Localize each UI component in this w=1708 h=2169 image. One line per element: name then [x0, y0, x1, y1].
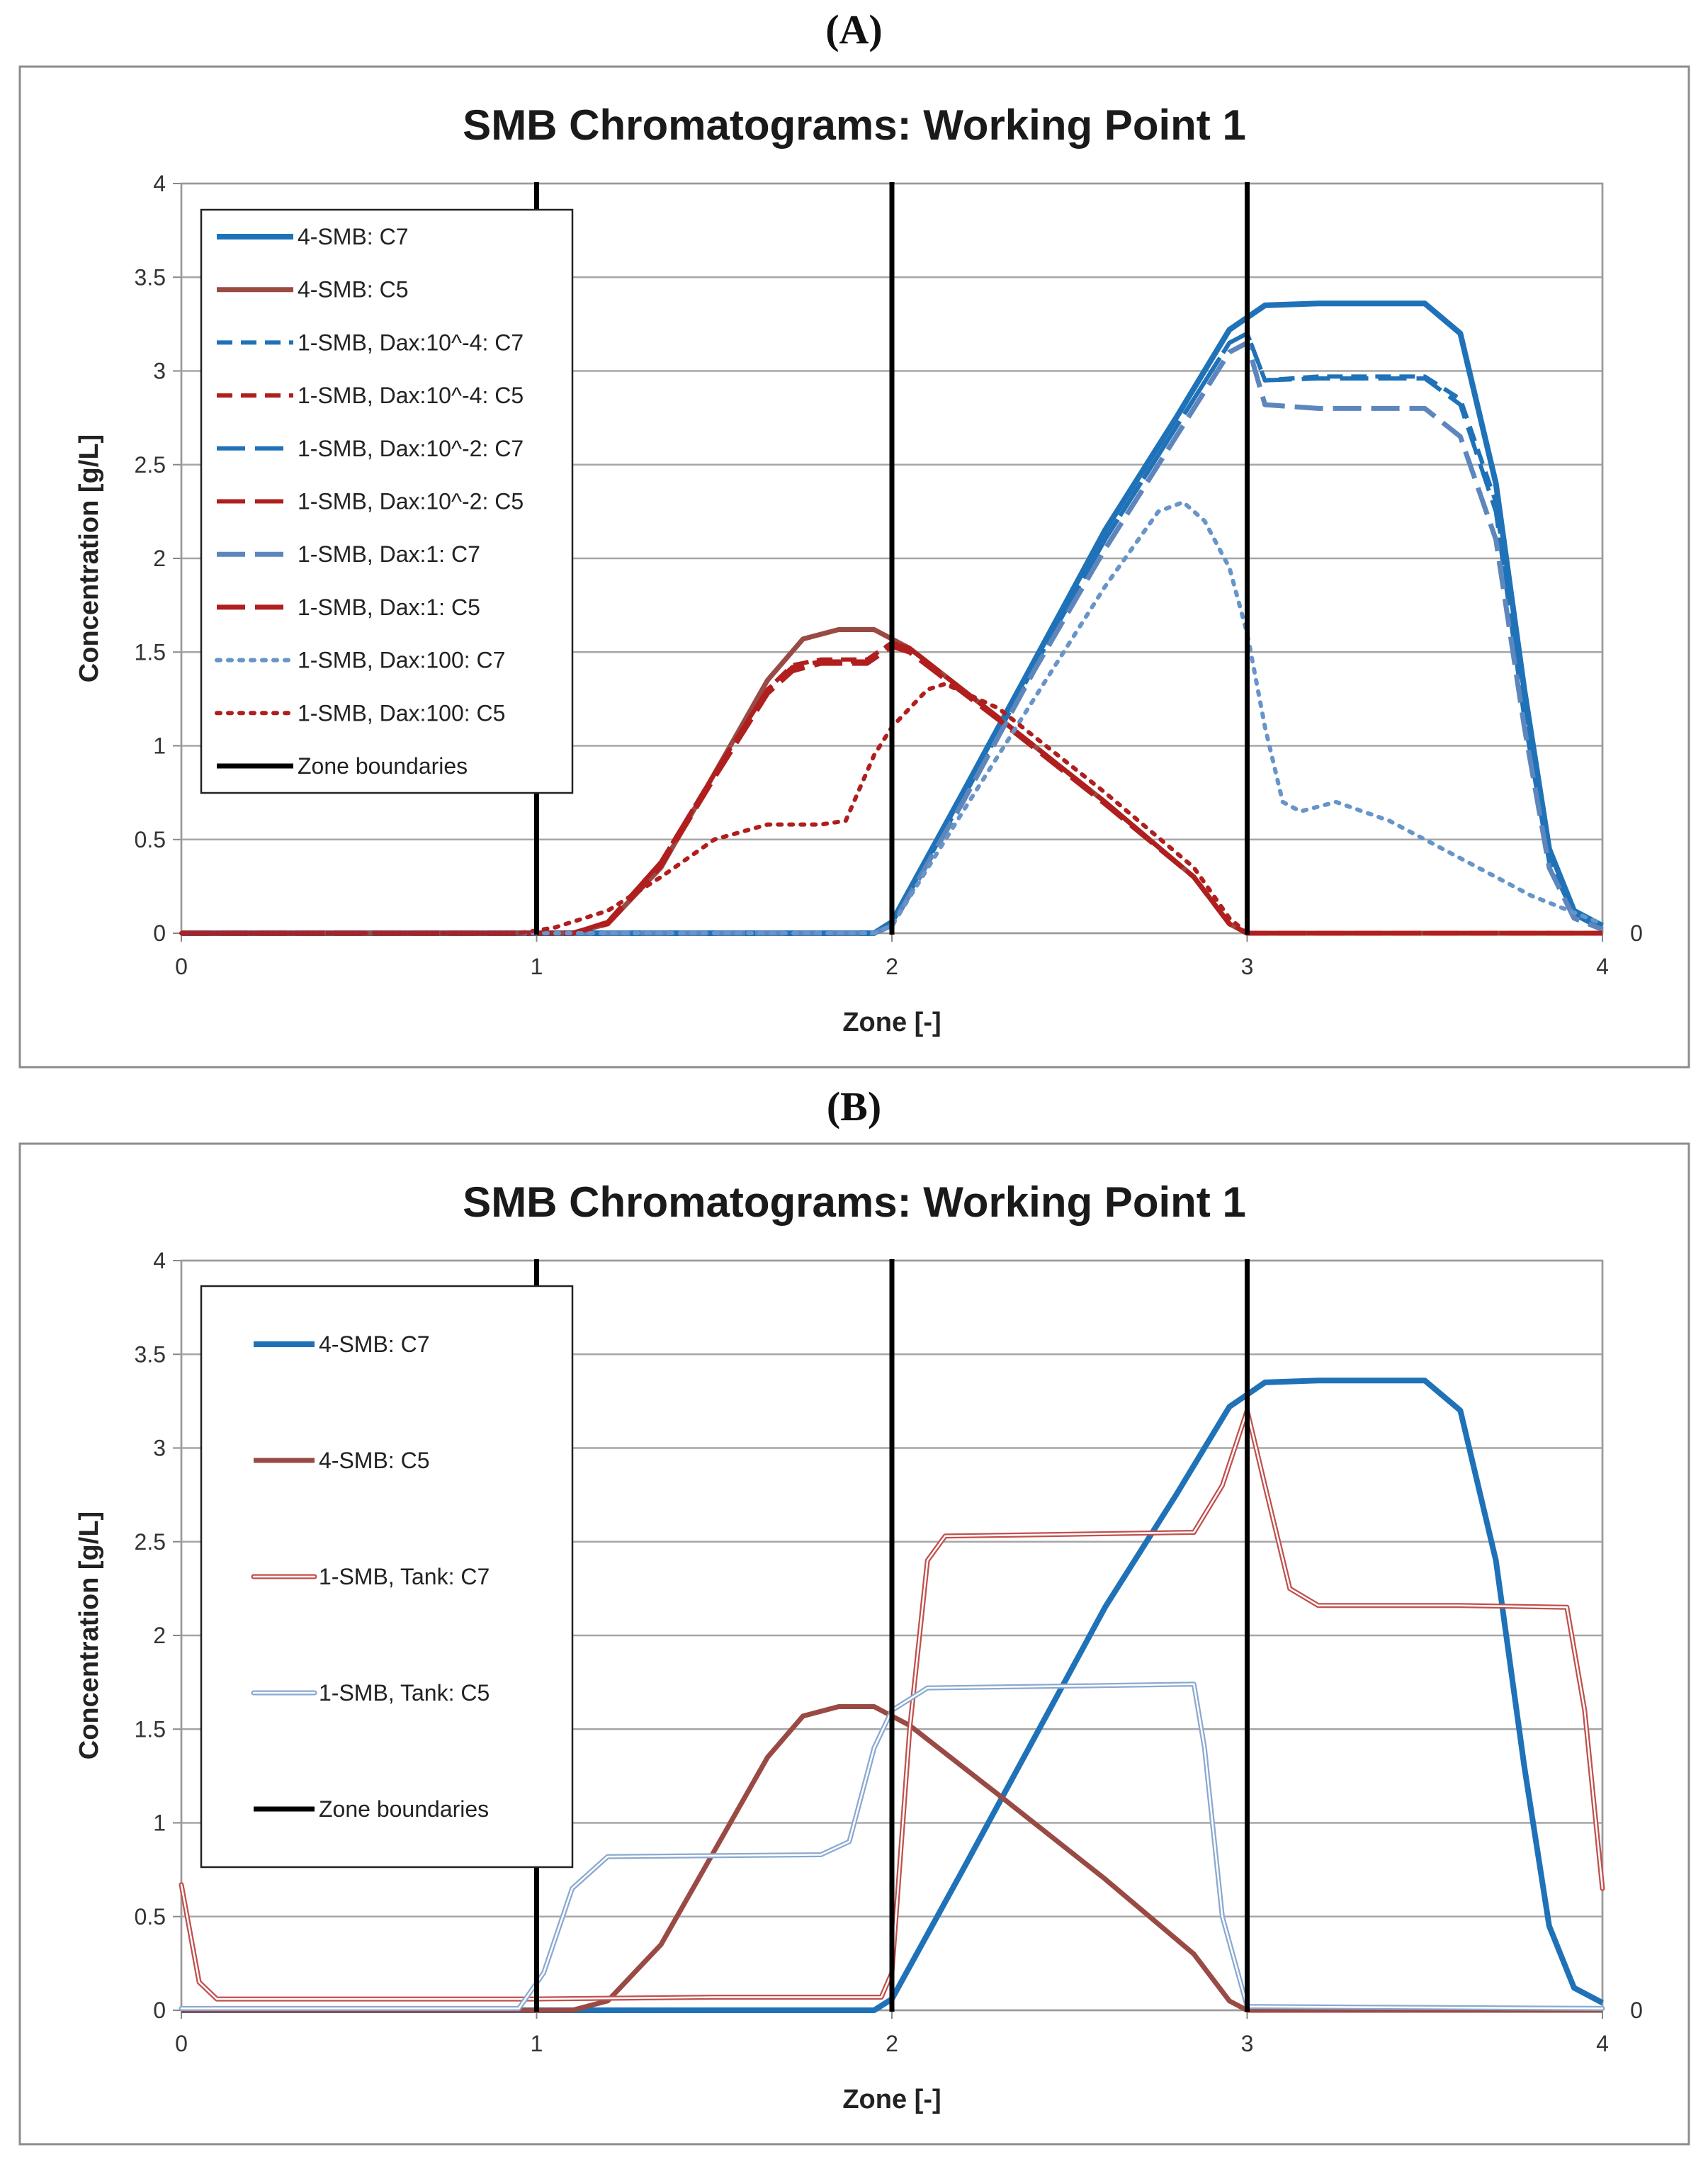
x-tick-label: 3 — [1241, 2031, 1254, 2056]
x-tick-label: 2 — [886, 2031, 898, 2056]
legend-label-4: 1-SMB, Dax:10^-2: C7 — [298, 436, 524, 461]
legend-label-8: 1-SMB, Dax:100: C7 — [298, 648, 505, 673]
y-tick-label: 4 — [153, 171, 166, 196]
series-line-2-inner — [180, 1409, 1604, 2000]
legend: 4-SMB: C7 4-SMB: C5 1-SMB, Tank: C7 1-SMB, … — [200, 1285, 574, 1869]
y-tick-label: 1 — [153, 733, 166, 759]
y-axis-title: Concentration [g/L] — [74, 434, 104, 682]
series-line-8 — [179, 500, 1605, 935]
legend-label-9: 1-SMB, Dax:100: C5 — [298, 700, 505, 726]
x-tick-label: 3 — [1241, 954, 1254, 979]
legend-label-1: 4-SMB: C5 — [298, 277, 408, 303]
series-group — [179, 1378, 1605, 2013]
legend-label-7: 1-SMB, Dax:1: C5 — [298, 595, 480, 620]
x-axis-title: Zone [-] — [842, 1008, 941, 1037]
y-tick-label: 1 — [153, 1810, 166, 1836]
series-line-0 — [181, 300, 1604, 936]
y-tick-label: 3 — [153, 359, 166, 384]
chart-a: SMB Chromatograms: Working Point 1 0 0.5 1 1… — [18, 65, 1690, 1069]
y-tick-label: 4 — [153, 1248, 166, 1273]
y-tick-label: 2 — [153, 546, 166, 571]
y-tick-label: 3.5 — [135, 1341, 166, 1367]
y-tick-label: 3 — [153, 1436, 166, 1461]
panel-label-b: (B) — [826, 1083, 882, 1129]
legend-label-6: 1-SMB, Dax:1: C7 — [298, 541, 480, 567]
series-line-0 — [181, 1378, 1604, 2013]
chart-title: SMB Chromatograms: Working Point 1 — [463, 101, 1246, 149]
x-tick-label: 2 — [886, 954, 898, 979]
legend-label-2: 1-SMB, Dax:10^-4: C7 — [298, 329, 524, 355]
panel-label-a: (A) — [825, 6, 883, 52]
y-tick-label: 2.5 — [135, 1529, 166, 1555]
series-line-4 — [181, 331, 1604, 935]
legend-label-10: Zone boundaries — [298, 753, 468, 779]
x-tick-label: 4 — [1596, 954, 1609, 979]
legend-label-2: 1-SMB, Tank: C7 — [319, 1564, 490, 1589]
legend-label-4: Zone boundaries — [319, 1796, 489, 1822]
secondary-axis-label: 0 — [1630, 1998, 1643, 2023]
y-tick-label: 3.5 — [135, 264, 166, 290]
series-line-9 — [179, 682, 1605, 935]
x-tick-label: 0 — [175, 2031, 188, 2056]
legend-label-1: 4-SMB: C5 — [319, 1448, 429, 1473]
chart-b: SMB Chromatograms: Working Point 1 0 0.5 1 1… — [18, 1142, 1690, 2146]
secondary-axis-label: 0 — [1630, 920, 1643, 946]
y-tick-label: 1.5 — [135, 639, 166, 665]
series-group — [179, 300, 1605, 936]
y-tick-label: 0.5 — [135, 827, 166, 852]
series-line-3-inner — [180, 1683, 1604, 2010]
series-line-6 — [181, 340, 1604, 936]
series-line-7 — [181, 643, 1602, 936]
y-tick-label: 0 — [153, 920, 166, 946]
series-line-1 — [181, 1704, 1602, 2013]
x-tick-label: 1 — [531, 954, 543, 979]
y-axis-title: Concentration [g/L] — [74, 1511, 104, 1759]
y-tick-label: 0.5 — [135, 1904, 166, 1929]
x-tick-label: 0 — [175, 954, 188, 979]
y-tick-label: 1.5 — [135, 1716, 166, 1742]
legend-label-3: 1-SMB, Dax:10^-4: C5 — [298, 383, 524, 408]
y-tick-label: 2 — [153, 1623, 166, 1648]
y-tick-label: 0 — [153, 1998, 166, 2023]
legend-label-0: 4-SMB: C7 — [298, 224, 408, 249]
chart-title: SMB Chromatograms: Working Point 1 — [463, 1178, 1246, 1226]
legend-label-0: 4-SMB: C7 — [319, 1331, 429, 1357]
legend-label-5: 1-SMB, Dax:10^-2: C5 — [298, 489, 524, 514]
x-tick-label: 4 — [1596, 2031, 1609, 2056]
x-tick-label: 1 — [531, 2031, 543, 2056]
y-tick-label: 2.5 — [135, 452, 166, 478]
legend-label-3: 1-SMB, Tank: C5 — [319, 1680, 490, 1706]
x-axis-title: Zone [-] — [842, 2085, 941, 2114]
legend: 4-SMB: C7 4-SMB: C5 1-SMB, Dax:10^-4: C7 1-… — [200, 208, 574, 794]
